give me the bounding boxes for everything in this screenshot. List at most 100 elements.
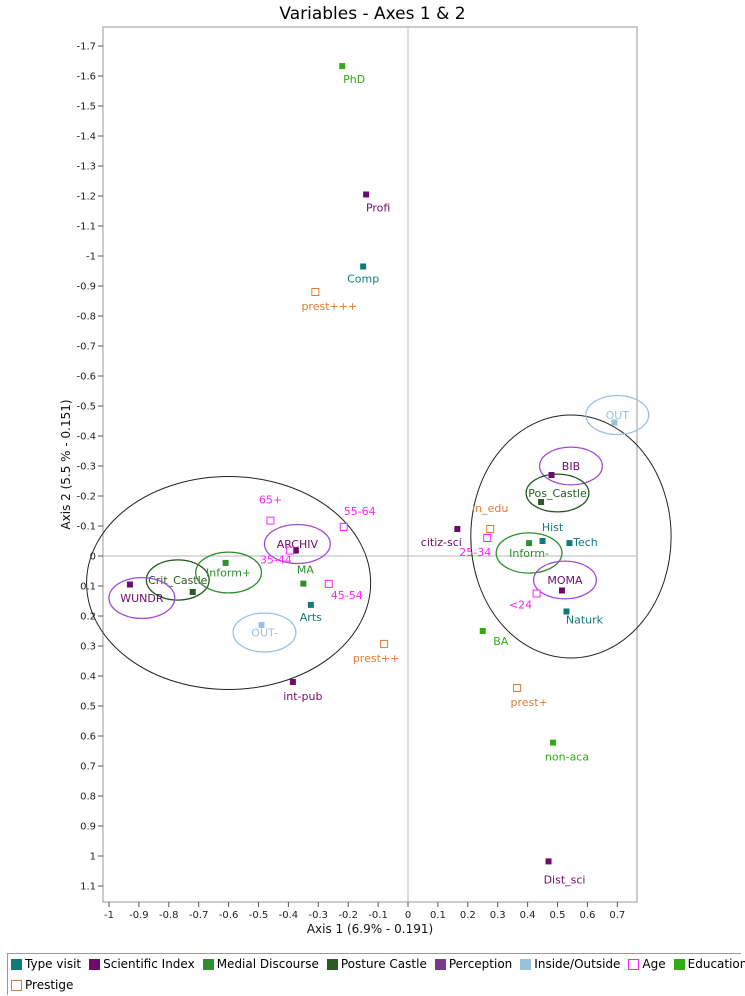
point-label: 25-34	[459, 546, 491, 559]
ellipse-label: MOMA	[547, 574, 583, 587]
data-point	[266, 516, 275, 525]
data-point	[479, 628, 486, 634]
x-tick-label: -0.5	[249, 910, 269, 921]
y-tick-label: 0.2	[80, 612, 96, 623]
x-tick-label: 0.4	[520, 910, 536, 921]
point-label: Hist	[542, 521, 564, 534]
x-tick-label: -0.6	[219, 910, 239, 921]
data-point	[558, 587, 565, 594]
x-tick-label: -0.7	[189, 910, 209, 921]
legend-swatch	[673, 958, 685, 970]
data-point	[285, 546, 294, 555]
x-tick-label: -0.8	[159, 910, 179, 921]
ellipse-label: BIB	[562, 460, 580, 473]
legend-swatch	[434, 958, 446, 970]
data-point	[339, 63, 346, 70]
y-tick-label: -0.4	[76, 432, 96, 443]
legend-swatch	[326, 958, 338, 970]
x-tick-label: -0.2	[338, 910, 358, 921]
y-tick-label: 0.9	[80, 822, 96, 833]
y-tick-label: 0.5	[80, 702, 96, 713]
legend-label: Perception	[448, 957, 513, 971]
data-point	[339, 522, 348, 531]
y-axis-label: Axis 2 (5.5 % - 0.151)	[59, 399, 73, 529]
data-point	[380, 639, 389, 648]
point-label: Arts	[300, 611, 322, 624]
legend-swatch	[628, 958, 640, 970]
point-label: Comp	[347, 273, 379, 286]
legend-label: Prestige	[25, 978, 74, 992]
x-tick-label: 0.2	[460, 910, 476, 921]
y-tick-label: -1.1	[76, 222, 96, 233]
y-tick-label: -0.6	[76, 372, 96, 383]
legend-label: Age	[642, 957, 666, 971]
y-tick-label: 0.1	[80, 582, 96, 593]
legend-item: Posture Castle	[326, 957, 427, 971]
data-point	[292, 547, 299, 554]
data-point	[486, 525, 495, 533]
data-point	[532, 589, 541, 598]
point-label: prest+++	[301, 300, 357, 313]
x-axis-label: Axis 1 (6.9% - 0.191)	[307, 922, 433, 936]
y-tick-label: -1.5	[76, 102, 96, 113]
x-tick-label: -0.4	[279, 910, 299, 921]
data-point	[126, 581, 133, 588]
data-point	[311, 288, 320, 296]
data-point	[289, 679, 296, 685]
x-tick-label: 0.6	[579, 910, 595, 921]
x-tick-label: -0.1	[368, 910, 388, 921]
plot-frame	[102, 26, 638, 903]
legend-item: Prestige	[11, 978, 73, 992]
legend-item: Scientific Index	[89, 957, 195, 971]
legend-item: Education	[673, 957, 745, 971]
point-label: citiz-sci	[421, 536, 462, 549]
y-tick-label: -1.7	[76, 42, 96, 53]
legend-label: Medial Discourse	[216, 957, 319, 971]
ellipse-label: Crit_Castle	[148, 574, 208, 587]
point-label: int-pub	[283, 690, 322, 703]
point-label: 45-54	[331, 589, 363, 602]
point-label: Profi	[366, 202, 390, 215]
cluster-ellipse-left	[86, 476, 372, 690]
point-label: non-aca	[545, 751, 589, 764]
legend-swatch	[11, 958, 22, 970]
y-tick-label: -0.1	[76, 522, 96, 533]
category-ellipse	[525, 473, 590, 513]
chart-title: Variables - Axes 1 & 2	[279, 4, 466, 24]
y-tick-label: -0.8	[76, 312, 96, 323]
y-tick-label: 0.6	[80, 732, 96, 743]
ellipse-label: Inform+	[206, 567, 251, 580]
x-tick-label: -0.3	[309, 910, 329, 921]
data-point	[300, 580, 307, 587]
point-label: PhD	[343, 73, 365, 86]
y-tick-label: -1	[86, 252, 96, 263]
category-ellipse	[195, 551, 263, 594]
legend-item: Perception	[434, 957, 513, 971]
legend: Type visit Scientific Index Medial Discour…	[7, 953, 745, 995]
x-tick-label: 0	[405, 910, 411, 921]
category-ellipse	[532, 560, 598, 600]
point-label: prest++	[353, 652, 400, 665]
category-ellipse	[232, 612, 297, 653]
data-point	[454, 526, 461, 532]
category-ellipse	[263, 523, 331, 565]
point-label: Naturk	[566, 614, 604, 627]
y-tick-label: 0.4	[80, 672, 96, 683]
data-point	[545, 858, 552, 865]
y-tick-label: -0.7	[76, 342, 96, 353]
category-ellipse	[145, 559, 210, 601]
category-ellipse	[108, 576, 176, 620]
y-tick-label: 0.3	[80, 642, 96, 653]
y-tick-label: 0	[90, 552, 96, 563]
y-tick-label: 1.1	[80, 882, 96, 893]
y-tick-label: -0.9	[76, 282, 96, 293]
legend-item: Age	[628, 957, 666, 971]
y-tick-label: 0.7	[80, 762, 96, 773]
point-label: 55-64	[344, 505, 376, 518]
point-label: <24	[509, 599, 532, 612]
point-label: 65+	[259, 494, 282, 507]
ellipse-label: Inform-	[509, 547, 549, 560]
y-tick-label: -0.2	[76, 492, 96, 503]
data-point	[563, 608, 570, 615]
y-tick-label: -1.4	[76, 132, 96, 143]
